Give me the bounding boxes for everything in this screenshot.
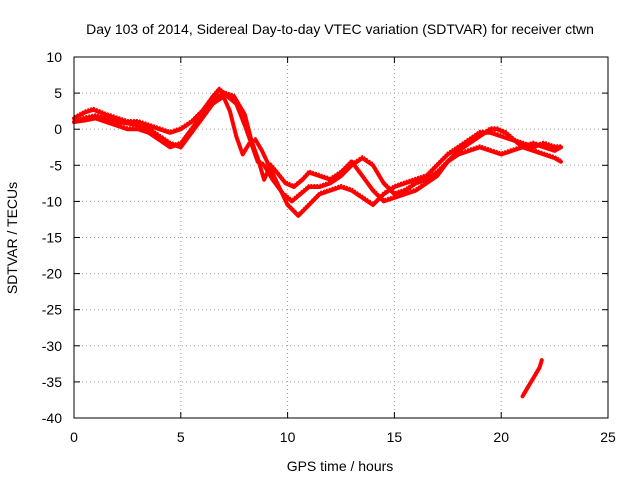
y-tick-label: 10 <box>46 49 62 65</box>
y-tick-label: -20 <box>42 266 62 282</box>
y-tick-label: -15 <box>42 230 62 246</box>
y-tick-label: -35 <box>42 374 62 390</box>
data-series <box>72 86 563 399</box>
x-tick-label: 20 <box>493 429 509 445</box>
series-points-track-4 <box>521 357 543 395</box>
y-tick-label: -30 <box>42 338 62 354</box>
series-line-track-4 <box>520 358 544 399</box>
series-points-track-1 <box>73 86 562 201</box>
x-tick-label: 25 <box>600 429 616 445</box>
series-points-track-2 <box>73 93 561 215</box>
y-axis-label: SDTVAR / TECUs <box>4 182 20 294</box>
y-tick-label: -10 <box>42 193 62 209</box>
series-line-track-3 <box>72 91 563 204</box>
x-tick-label: 5 <box>177 429 185 445</box>
axes: 0 5 10 15 20 25 10 5 0 -5 -10 -15 -20 -25 -30 -35 -40 <box>42 49 616 445</box>
series-points-track-3 <box>73 90 562 201</box>
x-tick-label: 10 <box>280 429 296 445</box>
x-axis-label: GPS time / hours <box>287 458 394 474</box>
y-tick-label: 0 <box>54 121 62 137</box>
x-tick-label: 15 <box>387 429 403 445</box>
y-tick-label: 5 <box>54 85 62 101</box>
x-tick-label: 0 <box>70 429 78 445</box>
chart-title: Day 103 of 2014, Sidereal Day-to-day VTE… <box>86 21 594 37</box>
y-tick-label: -40 <box>42 410 62 426</box>
series-line-track-2 <box>72 94 563 218</box>
grid-lines <box>74 57 608 418</box>
y-tick-label: -5 <box>50 157 63 173</box>
y-tick-label: -25 <box>42 302 62 318</box>
